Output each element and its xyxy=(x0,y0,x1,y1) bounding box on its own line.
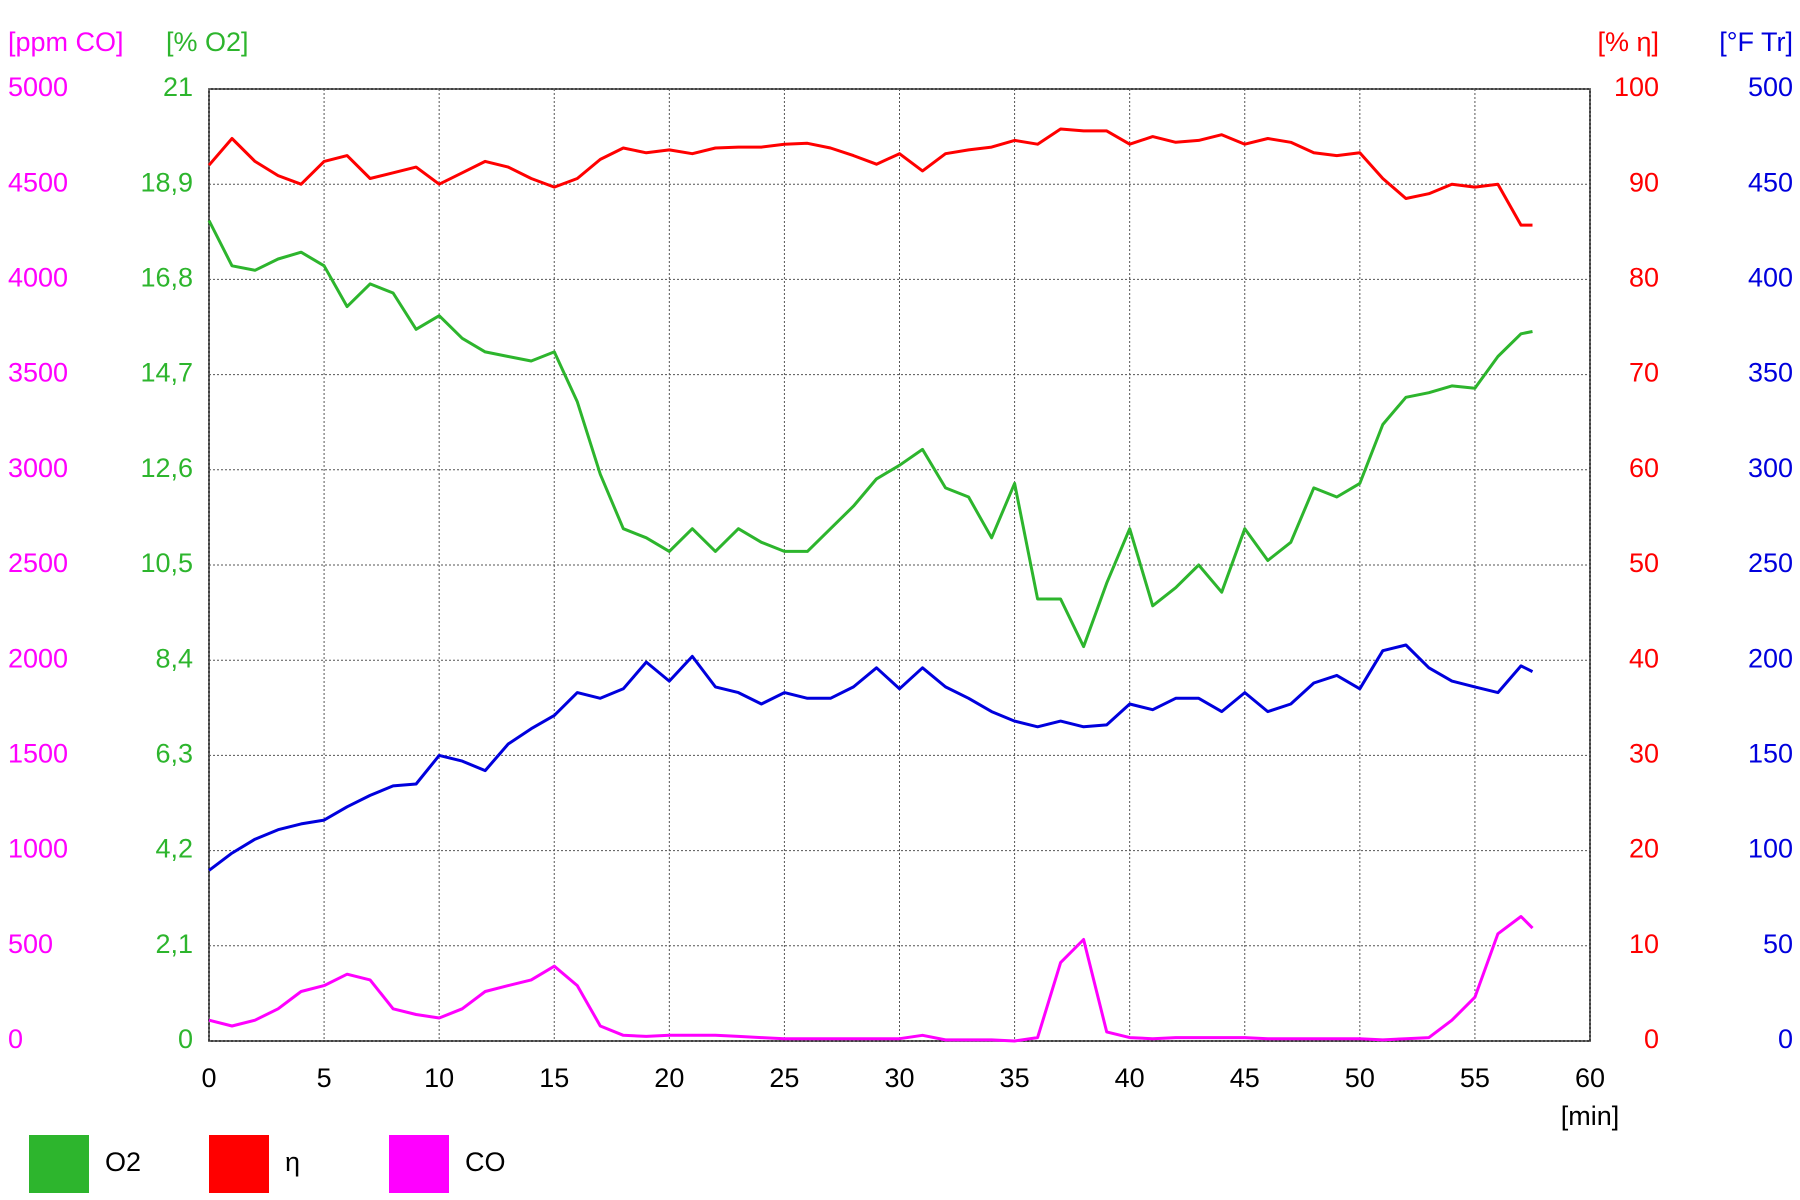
y-tick-label: 70 xyxy=(1629,358,1659,388)
y-tick-label: 350 xyxy=(1748,358,1793,388)
y-tick-label: 100 xyxy=(1614,72,1659,102)
y-tick-label: 0 xyxy=(1644,1024,1659,1054)
y-tick-label: 450 xyxy=(1748,167,1793,197)
y-tick-label: 6,3 xyxy=(155,739,193,769)
y-tick-label: 60 xyxy=(1629,453,1659,483)
x-tick-label: 0 xyxy=(201,1063,216,1093)
y-tick-label: 2,1 xyxy=(155,929,193,959)
series-line xyxy=(208,643,1534,872)
y-tick-label: 16,8 xyxy=(140,263,193,293)
y-tick-label: 0 xyxy=(1778,1024,1793,1054)
legend-label: η xyxy=(285,1147,300,1177)
y-tick-label: 100 xyxy=(1748,834,1793,864)
y-tick-label: 10 xyxy=(1629,929,1659,959)
y-tick-label: 14,7 xyxy=(140,358,193,388)
axis-title: [% O2] xyxy=(166,27,249,57)
y-tick-label: 20 xyxy=(1629,834,1659,864)
y-tick-label: 0 xyxy=(8,1024,23,1054)
y-tick-label: 18,9 xyxy=(140,167,193,197)
legend-label: O2 xyxy=(105,1147,141,1177)
x-tick-label: 45 xyxy=(1230,1063,1260,1093)
y-tick-label: 400 xyxy=(1748,263,1793,293)
x-tick-label: 40 xyxy=(1115,1063,1145,1093)
y-tick-label: 4500 xyxy=(8,167,68,197)
x-tick-label: 30 xyxy=(884,1063,914,1093)
y-tick-label: 200 xyxy=(1748,643,1793,673)
y-tick-label: 3500 xyxy=(8,358,68,388)
x-axis-label: [min] xyxy=(1561,1101,1620,1131)
y-tick-label: 80 xyxy=(1629,263,1659,293)
y-tick-label: 300 xyxy=(1748,453,1793,483)
series-line xyxy=(208,915,1534,1043)
axis-title: [% η] xyxy=(1597,27,1659,57)
y-tick-label: 500 xyxy=(8,929,53,959)
y-tick-label: 50 xyxy=(1629,548,1659,578)
legend-swatch xyxy=(29,1135,89,1193)
axis-title: [ppm CO] xyxy=(8,27,124,57)
x-tick-label: 25 xyxy=(769,1063,799,1093)
y-tick-label: 30 xyxy=(1629,739,1659,769)
y-tick-label: 4,2 xyxy=(155,834,193,864)
y-tick-label: 4000 xyxy=(8,263,68,293)
x-tick-label: 55 xyxy=(1460,1063,1490,1093)
y-tick-label: 21 xyxy=(163,72,193,102)
series-line xyxy=(207,127,1533,227)
x-tick-label: 15 xyxy=(539,1063,569,1093)
legend-swatch xyxy=(209,1135,269,1193)
y-tick-label: 40 xyxy=(1629,643,1659,673)
y-tick-label: 2500 xyxy=(8,548,68,578)
y-tick-label: 8,4 xyxy=(155,643,193,673)
x-tick-label: 60 xyxy=(1575,1063,1605,1093)
y-tick-label: 10,5 xyxy=(140,548,193,578)
y-tick-label: 5000 xyxy=(8,72,68,102)
y-tick-label: 500 xyxy=(1748,72,1793,102)
x-tick-label: 20 xyxy=(654,1063,684,1093)
legend-swatch xyxy=(389,1135,449,1193)
y-tick-label: 1500 xyxy=(8,739,68,769)
x-tick-label: 35 xyxy=(1000,1063,1030,1093)
y-tick-label: 150 xyxy=(1748,739,1793,769)
y-tick-label: 1000 xyxy=(8,834,68,864)
x-tick-label: 5 xyxy=(317,1063,332,1093)
legend-label: CO xyxy=(465,1147,506,1177)
x-tick-label: 10 xyxy=(424,1063,454,1093)
y-tick-label: 0 xyxy=(178,1024,193,1054)
series-line xyxy=(207,219,1533,649)
y-tick-label: 2000 xyxy=(8,643,68,673)
axis-title: [°F Tr] xyxy=(1719,27,1793,57)
y-tick-label: 12,6 xyxy=(140,453,193,483)
y-tick-label: 250 xyxy=(1748,548,1793,578)
y-tick-label: 50 xyxy=(1763,929,1793,959)
x-tick-label: 50 xyxy=(1345,1063,1375,1093)
y-tick-label: 3000 xyxy=(8,453,68,483)
y-tick-label: 90 xyxy=(1629,167,1659,197)
